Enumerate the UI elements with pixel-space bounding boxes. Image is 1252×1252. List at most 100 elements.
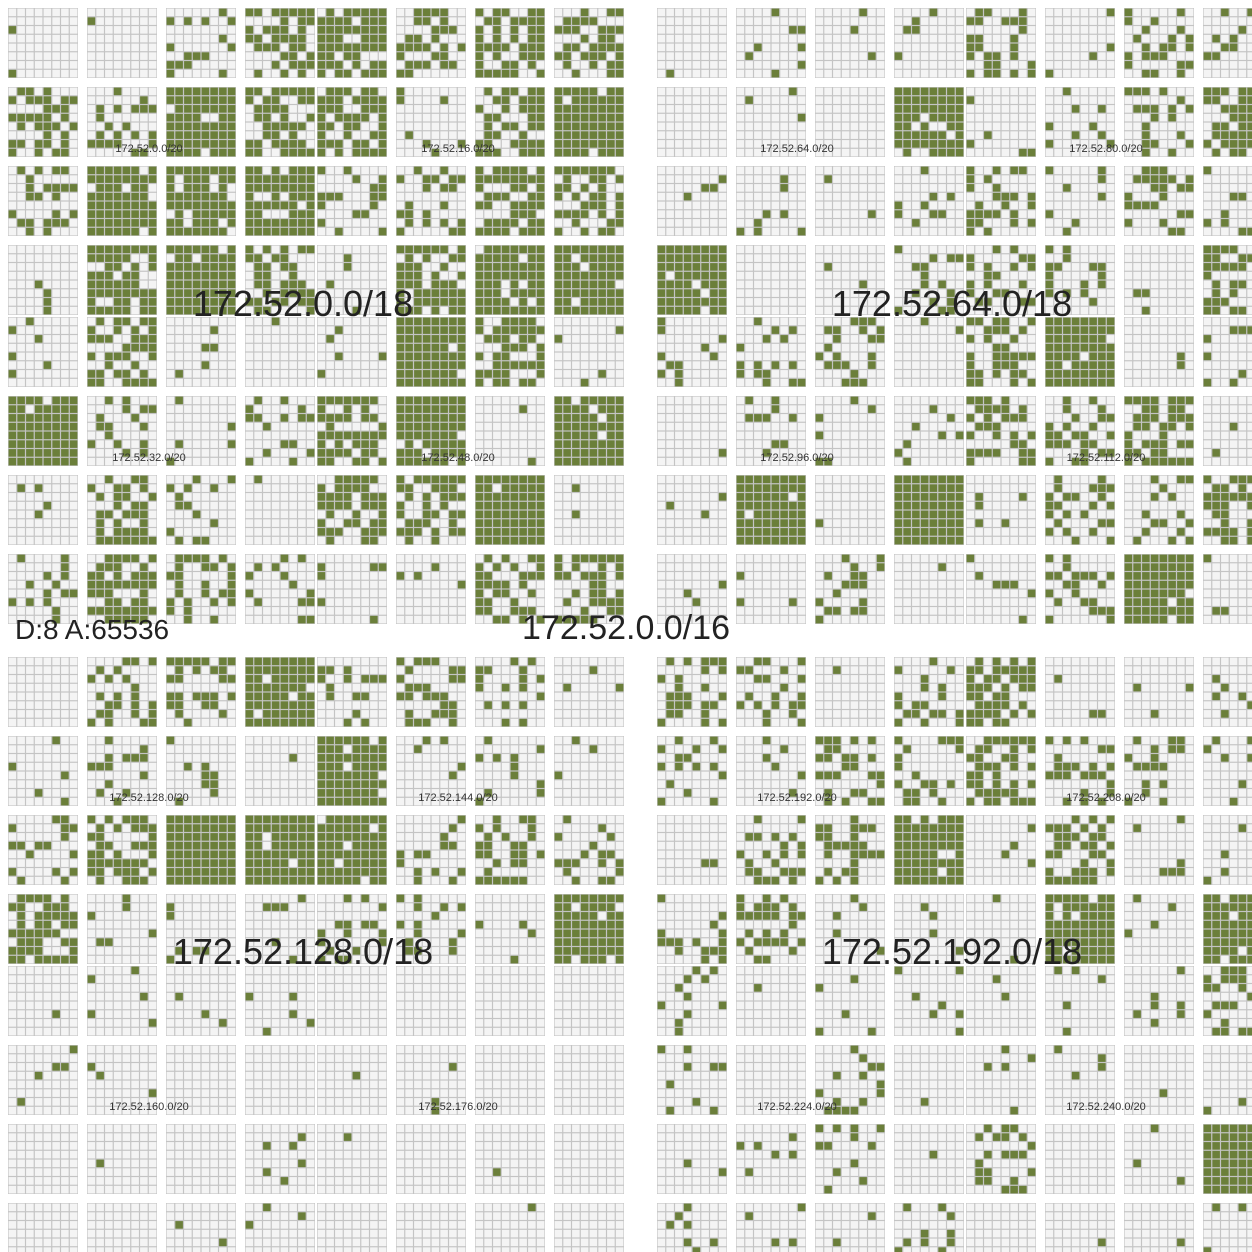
- free-address-cell: [396, 17, 405, 25]
- free-address-cell: [184, 378, 192, 387]
- used-address-cell: [947, 192, 955, 201]
- used-address-cell: [335, 61, 343, 69]
- free-address-cell: [352, 271, 361, 280]
- used-address-cell: [414, 326, 422, 334]
- free-address-cell: [271, 607, 280, 615]
- free-address-cell: [457, 280, 466, 289]
- free-address-cell: [148, 501, 157, 510]
- used-address-cell: [201, 140, 210, 148]
- free-address-cell: [718, 52, 727, 60]
- used-address-cell: [105, 396, 113, 405]
- free-address-cell: [61, 306, 69, 315]
- free-address-cell: [122, 598, 131, 606]
- used-address-cell: [105, 289, 113, 297]
- free-address-cell: [361, 192, 369, 201]
- used-address-cell: [510, 493, 519, 501]
- used-address-cell: [414, 43, 422, 52]
- free-address-cell: [378, 271, 387, 280]
- free-address-cell: [317, 378, 326, 387]
- used-address-cell: [528, 105, 536, 113]
- used-address-cell: [17, 113, 25, 122]
- used-address-cell: [536, 263, 545, 271]
- used-address-cell: [675, 271, 683, 280]
- used-address-cell: [271, 563, 280, 571]
- used-address-cell: [289, 166, 297, 175]
- used-address-cell: [96, 422, 104, 431]
- used-address-cell: [657, 280, 666, 289]
- free-address-cell: [710, 52, 718, 60]
- free-address-cell: [201, 431, 210, 440]
- free-address-cell: [61, 510, 69, 519]
- used-address-cell: [370, 528, 378, 536]
- free-address-cell: [457, 184, 466, 192]
- used-address-cell: [414, 378, 422, 387]
- used-address-cell: [947, 140, 955, 148]
- used-address-cell: [201, 227, 210, 236]
- free-address-cell: [201, 396, 210, 405]
- free-address-cell: [710, 61, 718, 69]
- used-address-cell: [938, 96, 946, 104]
- used-address-cell: [797, 43, 806, 52]
- free-address-cell: [34, 352, 43, 361]
- used-address-cell: [17, 87, 25, 96]
- used-address-cell: [254, 475, 262, 484]
- free-address-cell: [440, 580, 448, 589]
- free-address-cell: [34, 598, 43, 606]
- free-address-cell: [414, 69, 422, 78]
- free-address-cell: [245, 317, 254, 326]
- used-address-cell: [8, 210, 17, 218]
- free-address-cell: [666, 122, 674, 131]
- used-address-cell: [589, 289, 598, 297]
- free-address-cell: [175, 26, 183, 34]
- free-address-cell: [378, 475, 387, 484]
- used-address-cell: [96, 219, 104, 227]
- free-address-cell: [343, 96, 352, 104]
- free-address-cell: [17, 493, 25, 501]
- free-address-cell: [61, 34, 69, 43]
- free-address-cell: [361, 298, 369, 306]
- free-address-cell: [8, 122, 17, 131]
- free-address-cell: [536, 335, 545, 343]
- used-address-cell: [254, 219, 262, 227]
- used-address-cell: [589, 52, 598, 60]
- free-address-cell: [122, 17, 131, 25]
- used-address-cell: [201, 289, 210, 297]
- used-address-cell: [96, 245, 104, 254]
- free-address-cell: [52, 528, 60, 536]
- free-address-cell: [607, 326, 615, 334]
- free-address-cell: [920, 34, 929, 43]
- used-address-cell: [113, 440, 122, 448]
- used-address-cell: [201, 298, 210, 306]
- used-address-cell: [422, 8, 431, 17]
- used-address-cell: [528, 227, 536, 236]
- used-address-cell: [61, 140, 69, 148]
- used-address-cell: [219, 280, 227, 289]
- free-address-cell: [254, 245, 262, 254]
- free-address-cell: [271, 431, 280, 440]
- free-address-cell: [69, 572, 78, 580]
- free-address-cell: [352, 352, 361, 361]
- free-address-cell: [326, 271, 334, 280]
- free-address-cell: [422, 105, 431, 113]
- free-address-cell: [692, 227, 701, 236]
- used-address-cell: [580, 554, 589, 563]
- used-address-cell: [43, 227, 52, 236]
- used-address-cell: [166, 280, 175, 289]
- used-address-cell: [52, 166, 60, 175]
- free-address-cell: [771, 26, 780, 34]
- used-address-cell: [361, 440, 369, 448]
- free-address-cell: [61, 378, 69, 387]
- used-address-cell: [8, 326, 17, 334]
- free-address-cell: [361, 280, 369, 289]
- free-address-cell: [868, 87, 876, 96]
- free-address-cell: [210, 493, 218, 501]
- free-address-cell: [718, 26, 727, 34]
- used-address-cell: [580, 378, 589, 387]
- free-address-cell: [317, 361, 326, 369]
- free-address-cell: [8, 317, 17, 326]
- free-address-cell: [227, 343, 236, 352]
- used-address-cell: [528, 122, 536, 131]
- used-address-cell: [554, 306, 563, 315]
- free-address-cell: [484, 396, 492, 405]
- free-address-cell: [736, 105, 745, 113]
